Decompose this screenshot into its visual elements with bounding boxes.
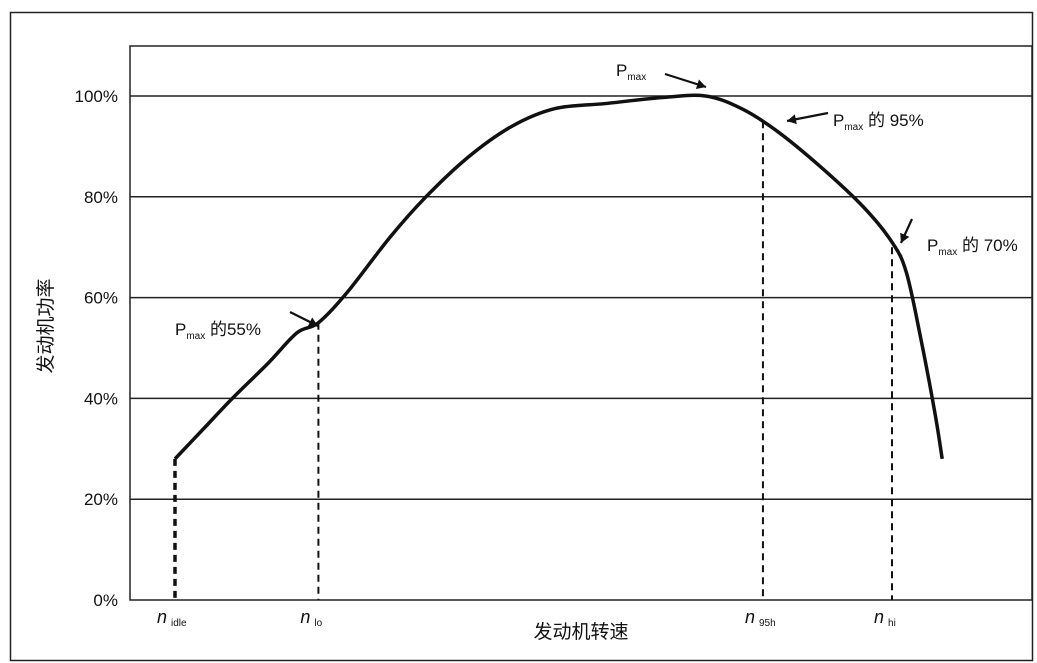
annotation-p55-text: 的55%	[205, 320, 261, 339]
y-tick-labels: 0% 20% 40% 60% 80% 100%	[75, 87, 118, 610]
annotation-p95-base: P	[833, 111, 844, 130]
x-marker-lo-sub: lo	[314, 618, 322, 629]
x-marker-lo: n lo	[300, 607, 322, 629]
annotation-p55-base: P	[175, 320, 186, 339]
annotation-p55: Pmax 的55%	[175, 320, 261, 342]
annotation-p70-base: P	[927, 236, 938, 255]
annotation-p95-sub: max	[844, 122, 863, 133]
x-marker-idle: n idle	[157, 607, 187, 629]
grid-lines	[130, 95, 1032, 500]
x-marker-lo-base: n	[300, 607, 310, 627]
x-marker-95h: n 95h	[745, 607, 776, 629]
arrowhead-p95	[787, 114, 797, 125]
arrowhead-p55	[307, 317, 318, 327]
annotation-p70-text: 的 70%	[957, 236, 1017, 255]
annotation-pmax: Pmax	[616, 61, 646, 83]
x-marker-idle-base: n	[157, 607, 167, 627]
annotation-p95: Pmax 的 95%	[833, 111, 924, 133]
power-curve-line	[173, 93, 944, 461]
x-marker-95h-base: n	[745, 607, 755, 627]
x-marker-hi-sub: hi	[888, 618, 896, 629]
annotation-pmax-sub: max	[627, 72, 646, 83]
x-marker-95h-sub: 95h	[759, 618, 776, 629]
plot-area	[129, 45, 1033, 601]
y-tick-100: 100%	[75, 87, 118, 106]
x-marker-idle-sub: idle	[171, 618, 187, 629]
annotation-p95-text: 的 95%	[863, 111, 923, 130]
y-tick-20: 20%	[84, 490, 118, 509]
y-tick-80: 80%	[84, 188, 118, 207]
x-marker-hi: n hi	[874, 607, 896, 629]
x-marker-hi-base: n	[874, 607, 884, 627]
annotation-p70: Pmax 的 70%	[927, 236, 1018, 258]
y-tick-40: 40%	[84, 389, 118, 408]
y-tick-60: 60%	[84, 289, 118, 308]
y-axis-label: 发动机功率	[35, 278, 57, 373]
dropline-group	[173, 121, 893, 600]
arrowhead-p70	[900, 232, 910, 243]
arrowhead-pmax	[695, 79, 706, 90]
annotation-p55-sub: max	[186, 331, 205, 342]
y-tick-0: 0%	[93, 591, 118, 610]
x-marker-labels: n idle n lo n 95h n hi	[157, 607, 896, 629]
annotation-p70-sub: max	[938, 247, 957, 258]
x-axis-label: 发动机转速	[533, 621, 628, 643]
annotation-pmax-base: P	[616, 61, 627, 80]
